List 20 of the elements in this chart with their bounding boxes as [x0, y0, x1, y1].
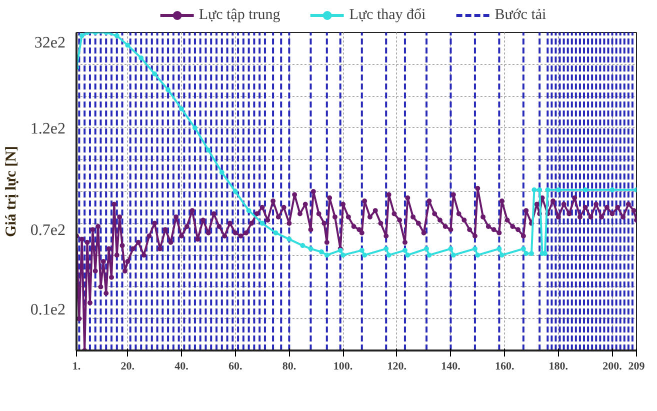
text: 0.7e2	[30, 222, 66, 240]
legend-label: Bước tải	[494, 6, 546, 24]
x-tick-label: 1.	[72, 360, 81, 372]
x-tick-label: 120.	[387, 360, 407, 372]
x-tick-label: 209	[628, 360, 646, 372]
x-tick-label: 160.	[494, 360, 514, 372]
x-tick-label: 200.	[602, 360, 622, 372]
y-axis-title: Giá trị lực [N]	[3, 146, 20, 238]
x-tick-label: 40.	[174, 360, 189, 372]
x-tick-label: 140.	[441, 360, 461, 372]
x-tick-label: 100.	[333, 360, 353, 372]
x-tick-label: 20.	[120, 360, 135, 372]
legend-label: Lực tập trung	[198, 6, 280, 24]
legend-label: Lực thay đổi	[349, 6, 426, 24]
x-tick-label: 180.	[548, 360, 568, 372]
text: 32e2	[34, 34, 66, 52]
text: 0.1e2	[30, 302, 66, 319]
x-tick-label: 60.	[228, 360, 242, 372]
x-tick-label: 80.	[282, 360, 296, 372]
text: 1.2e2	[30, 120, 66, 138]
